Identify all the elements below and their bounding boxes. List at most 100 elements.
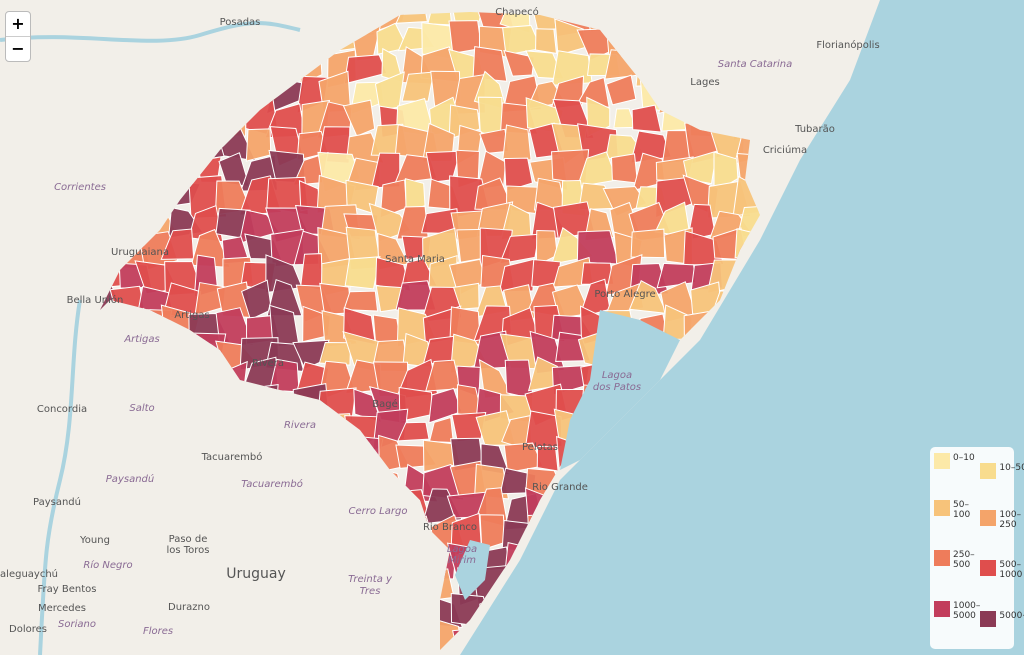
municipality[interactable] <box>294 21 325 57</box>
municipality[interactable] <box>449 0 485 25</box>
municipality[interactable] <box>238 592 273 634</box>
municipality[interactable] <box>161 75 201 114</box>
municipality[interactable] <box>266 513 308 556</box>
municipality[interactable] <box>83 256 123 290</box>
municipality[interactable] <box>316 18 357 54</box>
municipality[interactable] <box>631 104 662 133</box>
municipality[interactable] <box>535 28 558 54</box>
municipality[interactable] <box>401 71 435 102</box>
municipality[interactable] <box>136 0 179 36</box>
municipality[interactable] <box>162 646 196 655</box>
municipality[interactable] <box>302 517 330 553</box>
municipality[interactable] <box>245 128 272 162</box>
municipality[interactable] <box>733 20 767 57</box>
municipality[interactable] <box>170 52 199 88</box>
municipality[interactable] <box>736 205 771 239</box>
municipality[interactable] <box>634 0 666 33</box>
municipality[interactable] <box>196 383 221 414</box>
municipality[interactable] <box>240 617 282 655</box>
municipality[interactable] <box>761 0 795 33</box>
municipality[interactable] <box>655 47 696 87</box>
municipality[interactable] <box>142 574 173 606</box>
municipality[interactable] <box>108 73 146 112</box>
municipality[interactable] <box>214 47 246 80</box>
municipality[interactable] <box>300 591 324 629</box>
municipality[interactable] <box>86 413 122 454</box>
municipality[interactable] <box>112 516 154 551</box>
municipality[interactable] <box>316 0 354 32</box>
municipality[interactable] <box>85 649 127 655</box>
municipality[interactable] <box>395 571 440 602</box>
municipality[interactable] <box>142 548 170 578</box>
municipality[interactable] <box>630 228 666 259</box>
municipality[interactable] <box>110 487 148 530</box>
municipality[interactable] <box>87 123 121 158</box>
municipality[interactable] <box>478 358 513 399</box>
municipality[interactable] <box>168 338 200 375</box>
municipality[interactable] <box>84 0 120 36</box>
municipality[interactable] <box>111 0 147 34</box>
municipality[interactable] <box>498 233 540 265</box>
municipality[interactable] <box>162 567 195 607</box>
municipality[interactable] <box>267 494 304 519</box>
municipality[interactable] <box>768 97 798 134</box>
municipality[interactable] <box>372 541 411 574</box>
municipality[interactable] <box>328 467 359 500</box>
municipality[interactable] <box>110 568 151 603</box>
municipality[interactable] <box>87 73 118 111</box>
municipality[interactable] <box>95 332 119 366</box>
municipality[interactable] <box>108 359 145 400</box>
municipality[interactable] <box>243 488 280 529</box>
municipality[interactable] <box>271 646 306 655</box>
municipality[interactable] <box>239 411 281 449</box>
municipality[interactable] <box>370 617 413 655</box>
municipality[interactable] <box>322 621 349 655</box>
municipality[interactable] <box>171 26 194 59</box>
municipality[interactable] <box>246 516 282 547</box>
municipality[interactable] <box>85 48 122 89</box>
municipality[interactable] <box>84 305 114 346</box>
municipality[interactable] <box>342 0 378 36</box>
municipality[interactable] <box>267 594 297 634</box>
municipality[interactable] <box>161 444 196 476</box>
municipality[interactable] <box>374 71 405 111</box>
municipality[interactable] <box>189 616 225 655</box>
municipality[interactable] <box>266 625 299 655</box>
municipality[interactable] <box>502 124 532 161</box>
municipality[interactable] <box>186 73 231 114</box>
municipality[interactable] <box>707 0 751 30</box>
municipality[interactable] <box>655 18 700 57</box>
municipality[interactable] <box>171 469 201 505</box>
municipality[interactable] <box>84 393 122 418</box>
municipality[interactable] <box>113 414 149 451</box>
municipality[interactable] <box>342 99 376 137</box>
municipality[interactable] <box>663 0 691 31</box>
municipality[interactable] <box>295 648 335 655</box>
municipality[interactable] <box>119 205 149 242</box>
municipality[interactable] <box>657 72 693 115</box>
municipality[interactable] <box>656 262 697 289</box>
municipality[interactable] <box>108 181 147 213</box>
municipality[interactable] <box>531 259 561 289</box>
municipality[interactable] <box>160 149 193 190</box>
municipality[interactable] <box>216 598 253 634</box>
municipality[interactable] <box>296 439 327 475</box>
municipality[interactable] <box>85 201 121 238</box>
municipality[interactable] <box>188 490 220 526</box>
municipality[interactable] <box>110 53 145 80</box>
municipality[interactable] <box>344 616 381 654</box>
municipality[interactable] <box>296 622 324 652</box>
municipality[interactable] <box>163 383 194 424</box>
municipality[interactable] <box>472 46 508 82</box>
municipality[interactable] <box>191 20 223 60</box>
municipality[interactable] <box>427 0 453 26</box>
municipality[interactable] <box>737 72 775 103</box>
municipality[interactable] <box>138 439 173 470</box>
municipality[interactable] <box>110 125 145 161</box>
municipality[interactable] <box>343 54 388 85</box>
municipality[interactable] <box>245 384 279 425</box>
municipality[interactable] <box>187 332 227 371</box>
municipality[interactable] <box>345 471 382 503</box>
municipality[interactable] <box>347 644 384 655</box>
municipality[interactable] <box>166 106 200 136</box>
